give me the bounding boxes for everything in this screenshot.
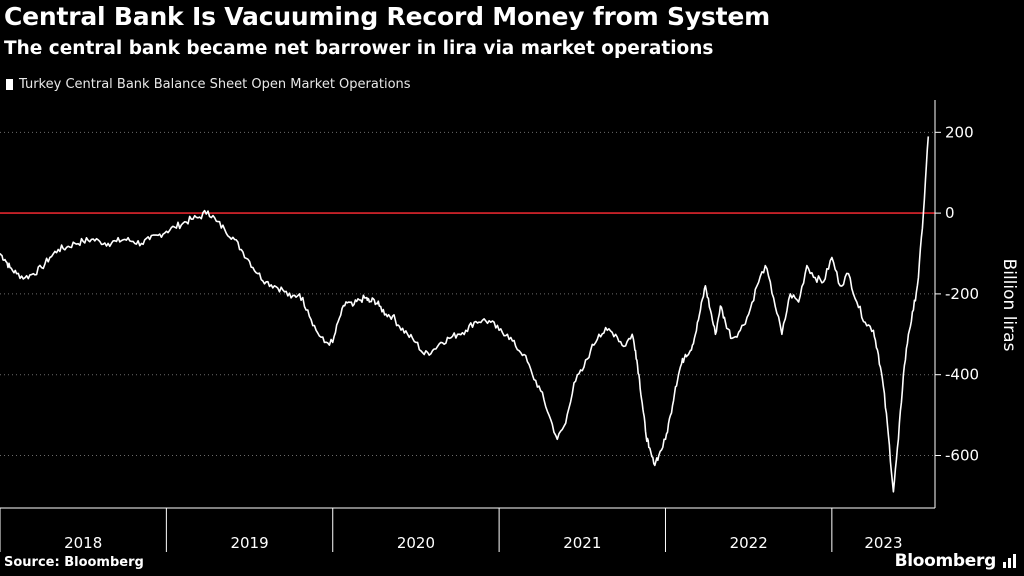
source-note: Source: Bloomberg (4, 555, 144, 570)
grid-layer (0, 131, 935, 456)
x-tick-label: 2019 (230, 534, 268, 552)
y-axis-label: Billion liras (999, 259, 1019, 352)
chart-legend: Turkey Central Bank Balance Sheet Open M… (6, 77, 411, 92)
y-tick-label: 0 (945, 204, 955, 222)
x-tick-label: 2021 (563, 534, 601, 552)
bloomberg-mark-icon (1003, 554, 1016, 568)
chart-subtitle: The central bank became net barrower in … (4, 38, 714, 59)
bloomberg-logo-text: Bloomberg (894, 551, 997, 571)
y-tick-label: -400 (945, 366, 979, 384)
x-tick-label: 2023 (864, 534, 902, 552)
series-line (0, 136, 930, 493)
y-tick-label: -200 (945, 285, 979, 303)
legend-label: Turkey Central Bank Balance Sheet Open M… (19, 77, 411, 92)
legend-swatch (6, 79, 13, 90)
chart-title: Central Bank Is Vacuuming Record Money f… (4, 2, 770, 31)
axis-layer: -600 -400 -200 0 200 2018 2019 2020 2021 2022 2023 (0, 100, 979, 552)
x-tick-label: 2022 (730, 534, 768, 552)
y-tick-label: 200 (945, 123, 974, 141)
x-tick-label: 2018 (64, 534, 102, 552)
x-tick-label: 2020 (397, 534, 435, 552)
series-layer (0, 136, 930, 493)
y-tick-label: -600 (945, 446, 979, 464)
